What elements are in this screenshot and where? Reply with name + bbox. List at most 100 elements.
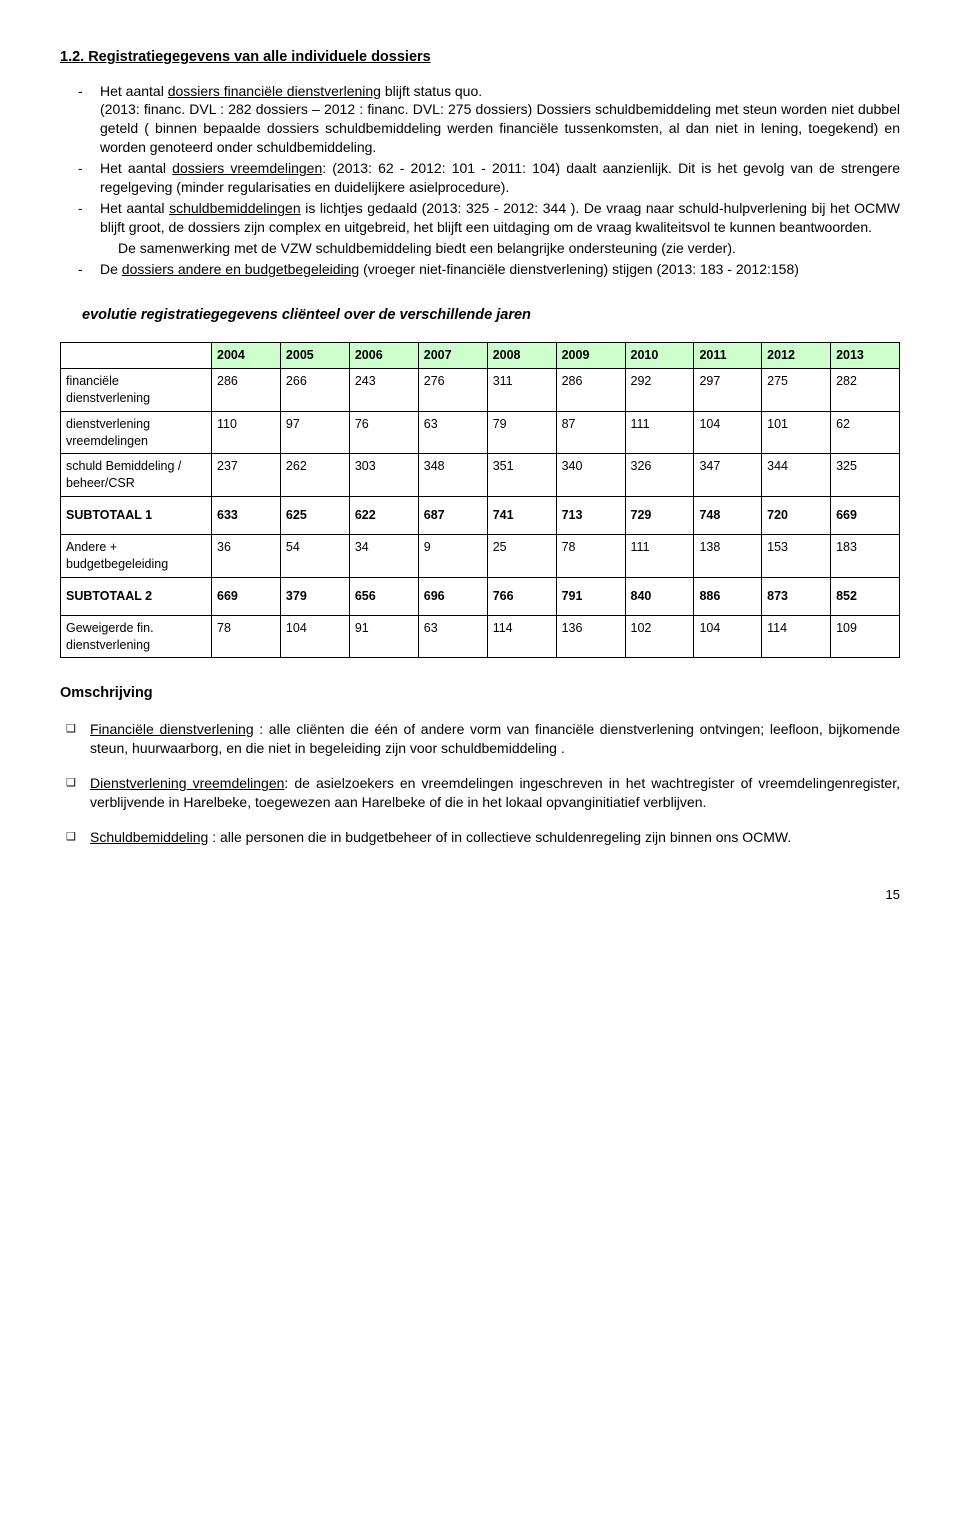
table-cell: 729 bbox=[625, 497, 694, 535]
indented-paragraph: De samenwerking met de VZW schuldbemidde… bbox=[78, 239, 900, 258]
table-row: SUBTOTAAL 266937965669676679184088687385… bbox=[61, 577, 900, 615]
table-cell: 687 bbox=[418, 497, 487, 535]
table-cell: 625 bbox=[280, 497, 349, 535]
table-cell: 262 bbox=[280, 454, 349, 497]
bullet-item: - Het aantal schuldbemiddelingen is lich… bbox=[78, 199, 900, 237]
dash-icon: - bbox=[78, 159, 100, 178]
underlined-text: dossiers andere en budgetbegeleiding bbox=[122, 261, 359, 277]
square-bullet-text: Dienstverlening vreemdelingen: de asielz… bbox=[90, 774, 900, 812]
table-cell-label: Andere + budgetbegeleiding bbox=[61, 535, 212, 578]
underlined-text: Financiële dienstverlening bbox=[90, 721, 254, 737]
page-number: 15 bbox=[60, 886, 900, 904]
square-icon: ❑ bbox=[66, 774, 90, 791]
table-cell: 114 bbox=[487, 615, 556, 658]
table-header-cell: 2008 bbox=[487, 343, 556, 369]
text: (vroeger niet-financiële dienstverlening… bbox=[359, 261, 799, 277]
table-cell: 713 bbox=[556, 497, 625, 535]
text: : alle personen die in budgetbeheer of i… bbox=[208, 829, 791, 845]
table-cell: 109 bbox=[831, 615, 900, 658]
bullet-item: - De dossiers andere en budgetbegeleidin… bbox=[78, 260, 900, 279]
table-cell: 34 bbox=[349, 535, 418, 578]
table-cell: 311 bbox=[487, 368, 556, 411]
square-icon: ❑ bbox=[66, 720, 90, 737]
table-header-cell: 2004 bbox=[212, 343, 281, 369]
table-cell: 840 bbox=[625, 577, 694, 615]
table-cell: 791 bbox=[556, 577, 625, 615]
text: (2013: financ. DVL : 282 dossiers – 2012… bbox=[100, 101, 900, 155]
table-cell: 340 bbox=[556, 454, 625, 497]
table-header-cell: 2007 bbox=[418, 343, 487, 369]
table-cell: 656 bbox=[349, 577, 418, 615]
square-icon: ❑ bbox=[66, 828, 90, 845]
table-cell: 9 bbox=[418, 535, 487, 578]
table-cell: 114 bbox=[762, 615, 831, 658]
table-cell: 344 bbox=[762, 454, 831, 497]
table-cell: 886 bbox=[694, 577, 762, 615]
table-header-cell: 2005 bbox=[280, 343, 349, 369]
square-bullet-item: ❑ Schuldbemiddeling : alle personen die … bbox=[66, 828, 900, 847]
table-cell: 153 bbox=[762, 535, 831, 578]
table-body: financiële dienstverlening28626624327631… bbox=[61, 368, 900, 658]
dash-icon: - bbox=[78, 82, 100, 101]
bullet-text: De dossiers andere en budgetbegeleiding … bbox=[100, 260, 900, 279]
table-cell: 101 bbox=[762, 411, 831, 454]
table-header-cell: 2006 bbox=[349, 343, 418, 369]
table-cell: 379 bbox=[280, 577, 349, 615]
square-bullet-text: Schuldbemiddeling : alle personen die in… bbox=[90, 828, 900, 847]
table-cell: 669 bbox=[831, 497, 900, 535]
table-header-cell: 2011 bbox=[694, 343, 762, 369]
table-cell: 111 bbox=[625, 535, 694, 578]
table-cell-label: SUBTOTAAL 1 bbox=[61, 497, 212, 535]
table-cell-label: financiële dienstverlening bbox=[61, 368, 212, 411]
table-row: dienstverlening vreemdelingen11097766379… bbox=[61, 411, 900, 454]
table-cell: 79 bbox=[487, 411, 556, 454]
table-cell: 748 bbox=[694, 497, 762, 535]
section-heading: 1.2. Registratiegegevens van alle indivi… bbox=[60, 48, 900, 68]
table-cell: 63 bbox=[418, 615, 487, 658]
sub-heading: evolutie registratiegegevens cliënteel o… bbox=[82, 306, 900, 326]
dash-icon: - bbox=[78, 199, 100, 218]
table-cell: 669 bbox=[212, 577, 281, 615]
table-cell: 276 bbox=[418, 368, 487, 411]
table-cell: 275 bbox=[762, 368, 831, 411]
table-cell: 303 bbox=[349, 454, 418, 497]
table-cell: 97 bbox=[280, 411, 349, 454]
bullet-text: Het aantal schuldbemiddelingen is lichtj… bbox=[100, 199, 900, 237]
table-cell: 286 bbox=[556, 368, 625, 411]
text: Het aantal bbox=[100, 83, 168, 99]
table-row: Geweigerde fin. dienstverlening781049163… bbox=[61, 615, 900, 658]
bullet-item: - Het aantal dossiers financiële dienstv… bbox=[78, 82, 900, 158]
table-cell: 54 bbox=[280, 535, 349, 578]
table-cell: 104 bbox=[694, 411, 762, 454]
text: Het aantal bbox=[100, 160, 172, 176]
table-row: schuld Bemiddeling / beheer/CSR237262303… bbox=[61, 454, 900, 497]
table-cell: 76 bbox=[349, 411, 418, 454]
table-cell: 87 bbox=[556, 411, 625, 454]
table-cell: 78 bbox=[556, 535, 625, 578]
bullet-list: - Het aantal dossiers financiële dienstv… bbox=[60, 82, 900, 279]
square-bullet-item: ❑ Financiële dienstverlening : alle clië… bbox=[66, 720, 900, 758]
table-header-cell: 2009 bbox=[556, 343, 625, 369]
table-cell: 102 bbox=[625, 615, 694, 658]
table-cell: 136 bbox=[556, 615, 625, 658]
table-cell: 633 bbox=[212, 497, 281, 535]
bullet-item: - Het aantal dossiers vreemdelingen: (20… bbox=[78, 159, 900, 197]
text: Het aantal bbox=[100, 200, 169, 216]
table-cell: 282 bbox=[831, 368, 900, 411]
table-cell: 696 bbox=[418, 577, 487, 615]
table-cell: 741 bbox=[487, 497, 556, 535]
bullet-text: Het aantal dossiers vreemdelingen: (2013… bbox=[100, 159, 900, 197]
square-bullet-list: ❑ Financiële dienstverlening : alle clië… bbox=[60, 720, 900, 846]
table-cell: 63 bbox=[418, 411, 487, 454]
table-cell: 297 bbox=[694, 368, 762, 411]
table-cell: 622 bbox=[349, 497, 418, 535]
table-header-row: 2004 2005 2006 2007 2008 2009 2010 2011 … bbox=[61, 343, 900, 369]
underlined-text: dossiers financiële dienstverlening bbox=[168, 83, 381, 99]
table-cell: 852 bbox=[831, 577, 900, 615]
underlined-text: schuldbemiddelingen bbox=[169, 200, 301, 216]
table-cell-label: SUBTOTAAL 2 bbox=[61, 577, 212, 615]
bullet-text: Het aantal dossiers financiële dienstver… bbox=[100, 82, 900, 158]
table-cell: 25 bbox=[487, 535, 556, 578]
text: De bbox=[100, 261, 122, 277]
table-header-cell: 2013 bbox=[831, 343, 900, 369]
